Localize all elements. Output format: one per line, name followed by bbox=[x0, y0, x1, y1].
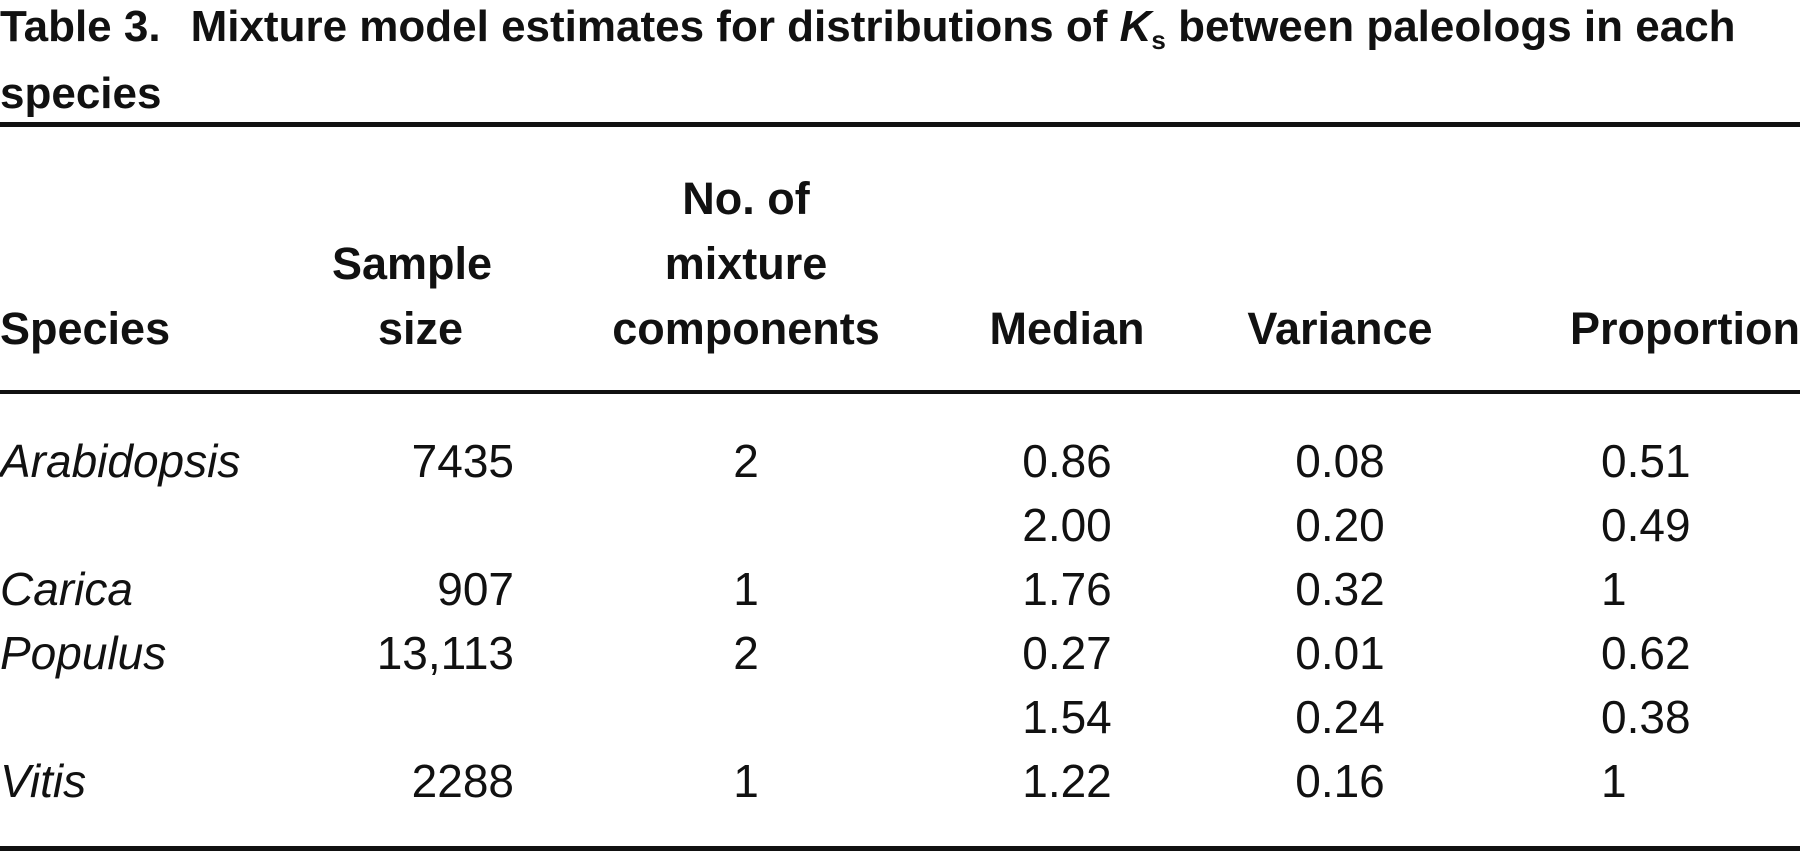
table-caption: Table 3. Mixture model estimates for dist… bbox=[0, 0, 1800, 120]
cell-sample-size: 13,113 bbox=[376, 627, 514, 679]
cell-median: 1.76 bbox=[1022, 563, 1112, 615]
cell-proportion: 0.38 bbox=[1601, 691, 1691, 743]
header-species: Species bbox=[0, 303, 171, 354]
cell-median: 1.54 bbox=[1022, 691, 1112, 743]
bottom-rule bbox=[0, 846, 1800, 851]
cell-sample-size: 2288 bbox=[411, 755, 514, 807]
cell-components: 1 bbox=[733, 563, 759, 615]
cell-species: Vitis bbox=[0, 755, 87, 807]
cell-components: 1 bbox=[733, 755, 759, 807]
header-components-line2: mixture bbox=[664, 238, 828, 289]
cell-variance: 0.16 bbox=[1295, 755, 1385, 807]
cell-components: 2 bbox=[733, 627, 759, 679]
cell-variance: 0.08 bbox=[1295, 435, 1385, 487]
cell-sample-size: 907 bbox=[437, 563, 514, 615]
cell-median: 0.86 bbox=[1022, 435, 1112, 487]
cell-proportion: 0.62 bbox=[1601, 627, 1691, 679]
header-proportion: Proportion bbox=[1570, 303, 1800, 354]
header-components-line3: components bbox=[612, 303, 880, 354]
ks-subscript: s bbox=[1151, 25, 1166, 55]
cell-variance: 0.32 bbox=[1295, 563, 1385, 615]
top-rule bbox=[0, 122, 1800, 127]
cell-proportion: 1 bbox=[1601, 755, 1627, 807]
header-rule bbox=[0, 390, 1800, 394]
cell-components: 2 bbox=[733, 435, 759, 487]
cell-proportion: 1 bbox=[1601, 563, 1627, 615]
header-sample-size-line2: size bbox=[378, 303, 464, 354]
cell-species: Populus bbox=[0, 627, 167, 679]
cell-variance: 0.01 bbox=[1295, 627, 1385, 679]
cell-species: Arabidopsis bbox=[0, 435, 241, 487]
cell-median: 1.22 bbox=[1022, 755, 1112, 807]
cell-species: Carica bbox=[0, 563, 133, 615]
header-components-line1: No. of bbox=[682, 173, 810, 224]
cell-proportion: 0.49 bbox=[1601, 499, 1691, 551]
header-variance: Variance bbox=[1247, 303, 1433, 354]
header-sample-size-line1: Sample bbox=[332, 238, 493, 289]
cell-median: 2.00 bbox=[1022, 499, 1112, 551]
cell-median: 0.27 bbox=[1022, 627, 1112, 679]
ks-symbol: Ks bbox=[1119, 2, 1166, 55]
cell-variance: 0.24 bbox=[1295, 691, 1385, 743]
caption-text-end: between paleologs in each species bbox=[0, 2, 1736, 118]
ks-symbol-letter: K bbox=[1119, 2, 1152, 51]
caption-text: Mixture model estimates for distribution… bbox=[190, 2, 1120, 51]
header-median: Median bbox=[989, 303, 1145, 354]
cell-proportion: 0.51 bbox=[1601, 435, 1691, 487]
cell-variance: 0.20 bbox=[1295, 499, 1385, 551]
cell-sample-size: 7435 bbox=[411, 435, 514, 487]
table-label: Table 3. bbox=[0, 2, 161, 51]
